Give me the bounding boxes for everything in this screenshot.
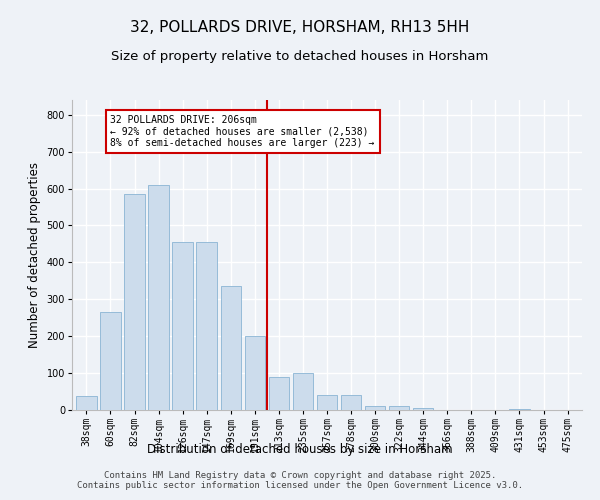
Text: Contains HM Land Registry data © Crown copyright and database right 2025.
Contai: Contains HM Land Registry data © Crown c… xyxy=(77,470,523,490)
Bar xyxy=(317,395,337,410)
Bar xyxy=(365,406,385,410)
Text: 32, POLLARDS DRIVE, HORSHAM, RH13 5HH: 32, POLLARDS DRIVE, HORSHAM, RH13 5HH xyxy=(130,20,470,35)
Text: Size of property relative to detached houses in Horsham: Size of property relative to detached ho… xyxy=(112,50,488,63)
Bar xyxy=(148,185,169,410)
Bar xyxy=(124,194,145,410)
Y-axis label: Number of detached properties: Number of detached properties xyxy=(28,162,41,348)
Bar xyxy=(413,408,433,410)
Bar xyxy=(509,409,530,410)
Bar xyxy=(196,242,217,410)
Bar xyxy=(221,286,241,410)
Bar xyxy=(269,377,289,410)
Text: 32 POLLARDS DRIVE: 206sqm
← 92% of detached houses are smaller (2,538)
8% of sem: 32 POLLARDS DRIVE: 206sqm ← 92% of detac… xyxy=(110,115,375,148)
Text: Distribution of detached houses by size in Horsham: Distribution of detached houses by size … xyxy=(147,444,453,456)
Bar xyxy=(76,396,97,410)
Bar xyxy=(100,312,121,410)
Bar xyxy=(341,395,361,410)
Bar xyxy=(245,336,265,410)
Bar xyxy=(389,406,409,410)
Bar xyxy=(172,242,193,410)
Bar xyxy=(293,373,313,410)
